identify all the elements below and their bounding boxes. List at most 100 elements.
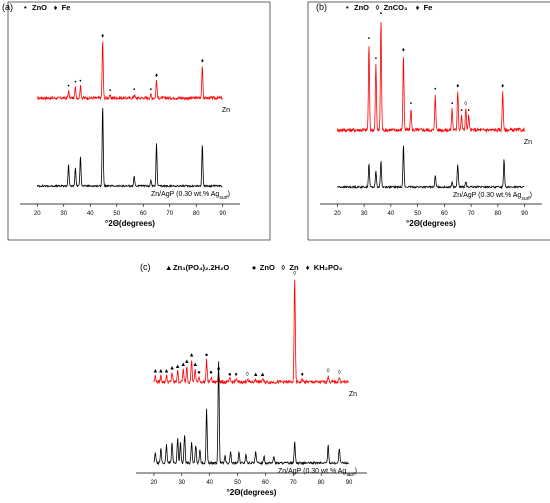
peak-marker: ● — [209, 370, 213, 376]
peak-marker: ▲ — [169, 365, 175, 371]
peak-marker: ◊ — [327, 368, 330, 375]
x-tick-label: 60 — [140, 211, 147, 217]
x-tick-label: 30 — [60, 211, 67, 217]
x-tick-label: 20 — [151, 480, 158, 486]
x-tick-label: 30 — [361, 211, 368, 217]
x-tick-label: 20 — [34, 211, 41, 217]
peak-marker: • — [468, 109, 470, 115]
series-line — [153, 279, 349, 385]
panel-frame — [7, 1, 271, 241]
panel-label: (c) — [140, 262, 151, 272]
peak-marker: ▲ — [260, 372, 266, 378]
x-tick-label: 70 — [290, 480, 297, 486]
peak-marker: • — [375, 56, 377, 62]
peak-marker: • — [451, 101, 453, 107]
peak-marker: ▲ — [175, 364, 181, 370]
peak-marker: • — [67, 84, 69, 90]
x-tick-label: 40 — [388, 211, 395, 217]
peak-marker: ♦ — [456, 83, 459, 89]
series-line — [37, 41, 223, 101]
peak-marker: ● — [197, 370, 201, 376]
series-label: Zn — [222, 107, 230, 114]
series-label: Zn/AgP (0.30 wt.% Agsurf) — [151, 191, 230, 201]
peak-marker: • — [150, 87, 152, 93]
panel-label: (a) — [2, 2, 13, 12]
legend-symbol: ● — [252, 263, 257, 272]
x-tick-label: 90 — [346, 480, 353, 486]
x-tick-label: 90 — [521, 211, 528, 217]
x-tick-label: 80 — [318, 480, 325, 486]
peak-marker: • — [434, 87, 436, 93]
legend-item: ZnO — [32, 3, 47, 12]
legend-item: ZnO — [354, 3, 369, 12]
legend-item: Fe — [424, 3, 433, 12]
x-tick-label: 80 — [193, 211, 200, 217]
legend-symbol: • — [346, 3, 349, 12]
peak-marker: ♦ — [155, 73, 158, 79]
x-tick-label: 40 — [206, 480, 213, 486]
peak-marker: ♦ — [201, 59, 204, 65]
legend-item: Zn — [289, 263, 299, 272]
peak-marker: • — [79, 79, 81, 85]
x-axis-title: °2Θ(degrees) — [105, 219, 155, 228]
series-line — [337, 21, 525, 134]
peak-marker: ▲ — [189, 353, 195, 359]
x-tick-label: 20 — [334, 211, 341, 217]
x-tick-label: 80 — [495, 211, 502, 217]
peak-marker: ● — [228, 372, 232, 378]
legend-item: ZnCO₃ — [384, 3, 408, 12]
peak-marker: • — [410, 101, 412, 107]
peak-marker: ♦ — [402, 47, 405, 53]
x-tick-label: 50 — [113, 211, 120, 217]
legend-symbol: • — [24, 3, 27, 12]
x-tick-label: 70 — [166, 211, 173, 217]
peak-marker: ♦ — [101, 33, 104, 39]
series-label: Zn — [349, 391, 357, 398]
x-axis-title: °2Θ(degrees) — [406, 219, 456, 228]
legend-symbol: ♦ — [54, 3, 58, 12]
peak-marker: ▲ — [180, 362, 186, 368]
peak-marker: ◊ — [293, 270, 296, 277]
series-label: Zn/AgP (0.30 wt.% Agsurf) — [278, 468, 357, 478]
peak-marker: ◊ — [338, 369, 341, 376]
peak-marker: ▲ — [158, 369, 164, 375]
peak-marker: • — [133, 87, 135, 93]
peak-marker: ◊ — [464, 100, 467, 107]
peak-marker: ▲ — [184, 359, 190, 365]
x-axis-title: °2Θ(degrees) — [227, 488, 277, 497]
peak-marker: • — [109, 89, 111, 95]
peak-marker: ♦ — [501, 83, 504, 89]
legend-item: Fe — [62, 3, 71, 12]
peak-marker: ▲ — [192, 362, 198, 368]
x-tick-label: 70 — [468, 211, 475, 217]
panel-frame — [307, 1, 550, 241]
peak-marker: ● — [205, 353, 209, 359]
x-tick-label: 90 — [219, 211, 226, 217]
series-line — [153, 361, 349, 466]
peak-marker: ▲ — [152, 369, 158, 375]
peak-marker: • — [460, 109, 462, 115]
peak-marker: ♦ — [301, 372, 304, 378]
peak-marker: ▲ — [253, 372, 259, 378]
legend-symbol: ◊ — [281, 263, 285, 272]
peak-marker: ◊ — [246, 371, 249, 378]
peak-marker: • — [74, 80, 76, 86]
peak-marker: • — [380, 11, 382, 17]
panel-b: (b) • ZnO ◊ ZnCO₃ ♦ Fe 20 30 40 50 60 70 80 90 °2Θ(degr… — [307, 1, 550, 241]
x-tick-label: 40 — [87, 211, 94, 217]
series-line — [36, 107, 223, 188]
series-label: Zn/AgP (0.30 wt.% Agsurf) — [453, 192, 532, 202]
peak-marker: ▲ — [164, 369, 170, 375]
legend-symbol: ◊ — [376, 3, 380, 12]
panel-label: (b) — [316, 2, 327, 12]
legend-item: Zn₃(PO₄)₂.2H₂O — [173, 263, 229, 272]
x-tick-label: 50 — [234, 480, 241, 486]
legend-symbol: ♦ — [416, 3, 420, 12]
peak-marker: • — [368, 37, 370, 43]
x-tick-label: 60 — [441, 211, 448, 217]
x-tick-label: 50 — [414, 211, 421, 217]
legend-symbol: ♦ — [306, 263, 310, 272]
